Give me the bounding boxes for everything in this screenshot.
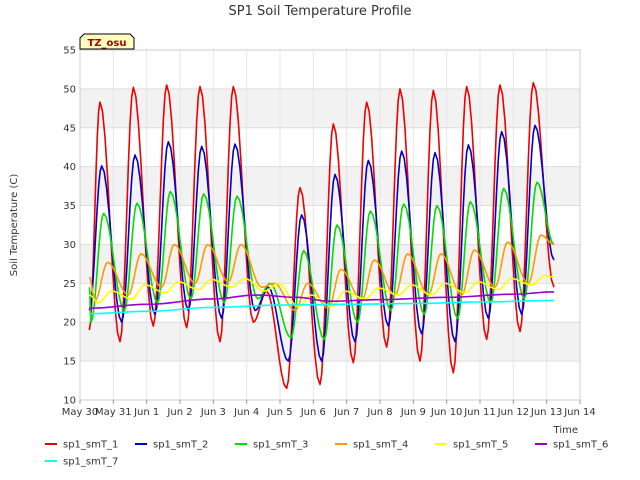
legend-label-sp1_smT_4: sp1_smT_4 xyxy=(353,440,408,451)
y-tick-label: 55 xyxy=(63,46,76,57)
x-tick-label: Jun 9 xyxy=(400,407,426,418)
y-tick-label: 10 xyxy=(63,396,76,407)
y-tick-label: 15 xyxy=(63,357,76,368)
series-line-sp1_smT_2 xyxy=(88,124,555,362)
legend: sp1_smT_1 sp1_smT_2 sp1_smT_3 sp1_smT_4 sp1_… xyxy=(45,440,608,468)
y-tick-label: 40 xyxy=(63,162,76,173)
plot-frame xyxy=(79,49,581,401)
y-tick-label: 45 xyxy=(63,123,76,134)
x-tick-label: Jun 11 xyxy=(463,407,496,418)
legend-label-sp1_smT_6: sp1_smT_6 xyxy=(553,440,608,451)
series-line-sp1_smT_6 xyxy=(89,291,555,310)
legend-label-sp1_smT_5: sp1_smT_5 xyxy=(453,440,508,451)
x-tick-label: Jun 12 xyxy=(497,407,530,418)
x-tick-label: Jun 1 xyxy=(133,407,159,418)
y-axis-label: Soil Temperature (C) xyxy=(9,174,20,277)
y-tick-label: 20 xyxy=(63,318,76,329)
series-line-sp1_smT_4 xyxy=(88,234,555,312)
y-tick-label: 35 xyxy=(63,201,76,212)
legend-label-sp1_smT_7: sp1_smT_7 xyxy=(63,457,118,468)
x-tick-label: Jun 2 xyxy=(166,407,192,418)
x-tick-label: May 30 xyxy=(62,407,99,418)
site-tag-label: TZ_osu xyxy=(87,38,126,49)
x-tick-label: Jun 8 xyxy=(366,407,392,418)
site-tag-box xyxy=(79,33,135,50)
x-tick-label: Jun 4 xyxy=(233,407,259,418)
y-axis-ticks: 10 15 20 25 30 35 40 45 50 55 xyxy=(63,46,76,407)
legend-label-sp1_smT_3: sp1_smT_3 xyxy=(253,440,308,451)
series-line-sp1_smT_7 xyxy=(89,299,555,315)
x-tick-label: Jun 6 xyxy=(300,407,326,418)
y-tick-label: 25 xyxy=(63,279,76,290)
site-tag: TZ_osu xyxy=(79,33,135,50)
background-band xyxy=(80,322,580,362)
x-tick-label: Jun 3 xyxy=(200,407,226,418)
x-tick-label: Jun 5 xyxy=(266,407,292,418)
x-tick-label: Jun 14 xyxy=(563,407,596,418)
legend-label-sp1_smT_1: sp1_smT_1 xyxy=(63,440,118,451)
legend-label-sp1_smT_2: sp1_smT_2 xyxy=(153,440,208,451)
x-tick-label: Jun 13 xyxy=(530,407,563,418)
y-tick-label: 50 xyxy=(63,84,76,95)
series-lines xyxy=(88,81,555,390)
x-axis-label: Time xyxy=(553,425,578,436)
x-tick-label: Jun 7 xyxy=(333,407,359,418)
y-tick-label: 30 xyxy=(63,240,76,251)
x-tick-label: Jun 10 xyxy=(430,407,463,418)
series-line-sp1_smT_1 xyxy=(88,81,555,390)
x-tick-label: May 31 xyxy=(95,407,132,418)
chart-title: SP1 Soil Temperature Profile xyxy=(229,4,412,19)
